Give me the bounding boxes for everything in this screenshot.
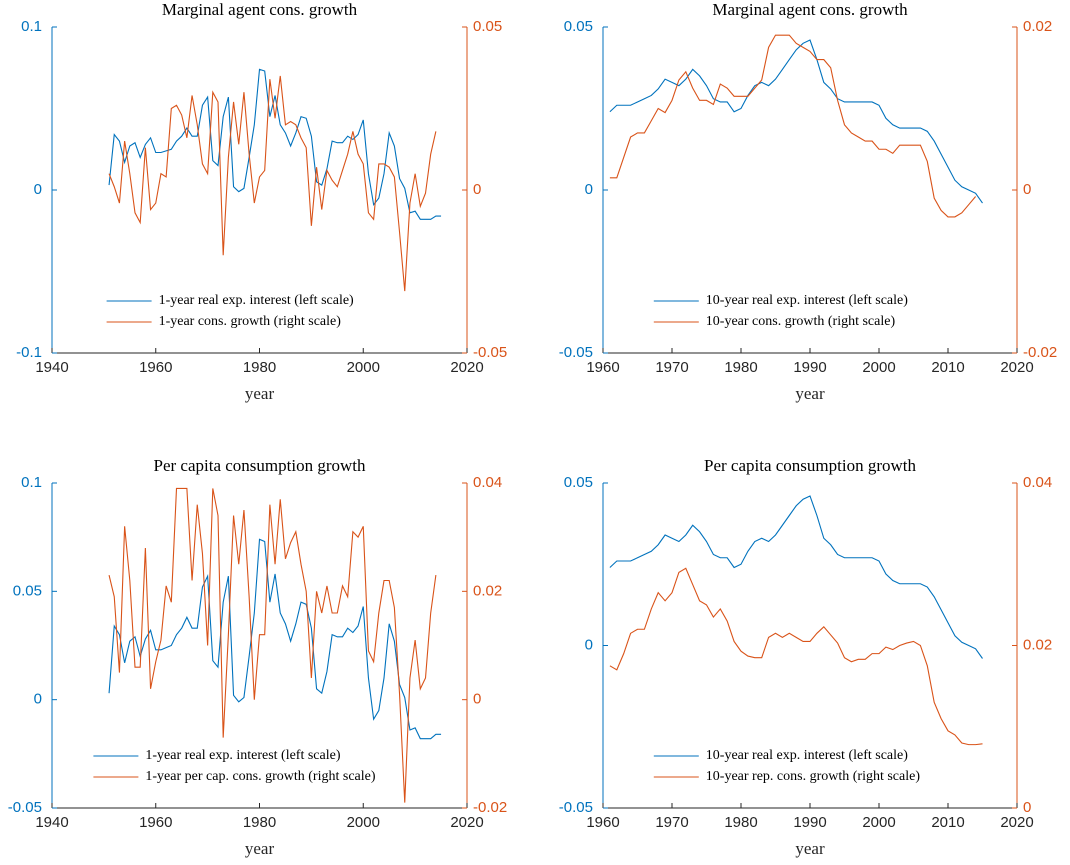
y2-tick-label: 0.04 [473,474,502,491]
x-tick-label: 2000 [862,359,895,376]
x-tick-label: 2000 [347,814,380,831]
x-tick-label: 1960 [586,359,619,376]
x-tick-label: 1990 [793,359,826,376]
series-line [108,75,437,292]
x-axis-label: year [795,839,825,858]
y-tick-label: 0.05 [13,582,42,599]
x-tick-label: 1980 [724,814,757,831]
y2-tick-label: 0 [473,691,481,708]
legend-label: 10-year rep. cons. growth (right scale) [706,769,921,784]
y-tick-label: 0.1 [21,18,42,35]
y-tick-label: -0.1 [16,344,42,361]
x-axis-label: year [245,384,275,403]
legend-label: 1-year real exp. interest (left scale) [159,293,354,308]
y-tick-label: -0.05 [8,799,42,816]
series-line [108,487,437,803]
x-tick-label: 1940 [35,814,68,831]
series-line [108,538,442,740]
x-tick-label: 2010 [931,814,964,831]
x-tick-label: 1990 [793,814,826,831]
x-tick-label: 1960 [139,814,172,831]
y-tick-label: 0.05 [564,474,593,491]
series-line [609,495,983,659]
x-tick-label: 2020 [450,814,483,831]
y-tick-label: 0 [34,181,42,198]
series-line [609,39,983,204]
chart-title: Per capita consumption growth [154,456,366,475]
y2-tick-label: 0 [473,181,481,198]
y-tick-label: 0 [585,181,593,198]
y-tick-label: 0.1 [21,474,42,491]
x-axis-label: year [245,839,275,858]
x-tick-label: 1960 [586,814,619,831]
y2-tick-label: 0.04 [1023,474,1052,491]
x-tick-label: 1960 [139,359,172,376]
x-tick-label: 1980 [243,814,276,831]
y2-tick-label: 0 [1023,799,1031,816]
x-tick-label: 1940 [35,359,68,376]
chart-title: Per capita consumption growth [704,456,916,475]
series-line [609,567,983,746]
y2-tick-label: 0.05 [473,18,502,35]
x-tick-label: 2000 [347,359,380,376]
legend-label: 1-year per cap. cons. growth (right scal… [145,769,375,784]
chart-title: Marginal agent cons. growth [712,0,908,19]
x-tick-label: 2010 [931,359,964,376]
y2-tick-label: -0.05 [473,344,507,361]
x-tick-label: 2020 [1000,814,1033,831]
y2-tick-label: -0.02 [473,799,507,816]
chart-title: Marginal agent cons. growth [162,0,358,19]
x-tick-label: 1980 [243,359,276,376]
y2-tick-label: 0.02 [1023,18,1052,35]
legend-label: 10-year cons. growth (right scale) [706,314,896,329]
y-tick-label: 0 [34,691,42,708]
y2-tick-label: 0.02 [473,582,502,599]
x-tick-label: 2000 [862,814,895,831]
series-line [108,68,442,220]
x-tick-label: 1970 [655,814,688,831]
x-tick-label: 1970 [655,359,688,376]
series-line [609,34,977,218]
y2-tick-label: 0 [1023,181,1031,198]
y2-tick-label: 0.02 [1023,636,1052,653]
x-tick-label: 1980 [724,359,757,376]
x-tick-label: 2020 [450,359,483,376]
x-tick-label: 2020 [1000,359,1033,376]
legend-label: 10-year real exp. interest (left scale) [706,748,908,763]
y-tick-label: 0.05 [564,18,593,35]
y-tick-label: 0 [585,636,593,653]
y-tick-label: -0.05 [559,799,593,816]
legend-label: 10-year real exp. interest (left scale) [706,293,908,308]
y-tick-label: -0.05 [559,344,593,361]
y2-tick-label: -0.02 [1023,344,1057,361]
legend-label: 1-year real exp. interest (left scale) [145,748,340,763]
legend-label: 1-year cons. growth (right scale) [159,314,342,329]
x-axis-label: year [795,384,825,403]
